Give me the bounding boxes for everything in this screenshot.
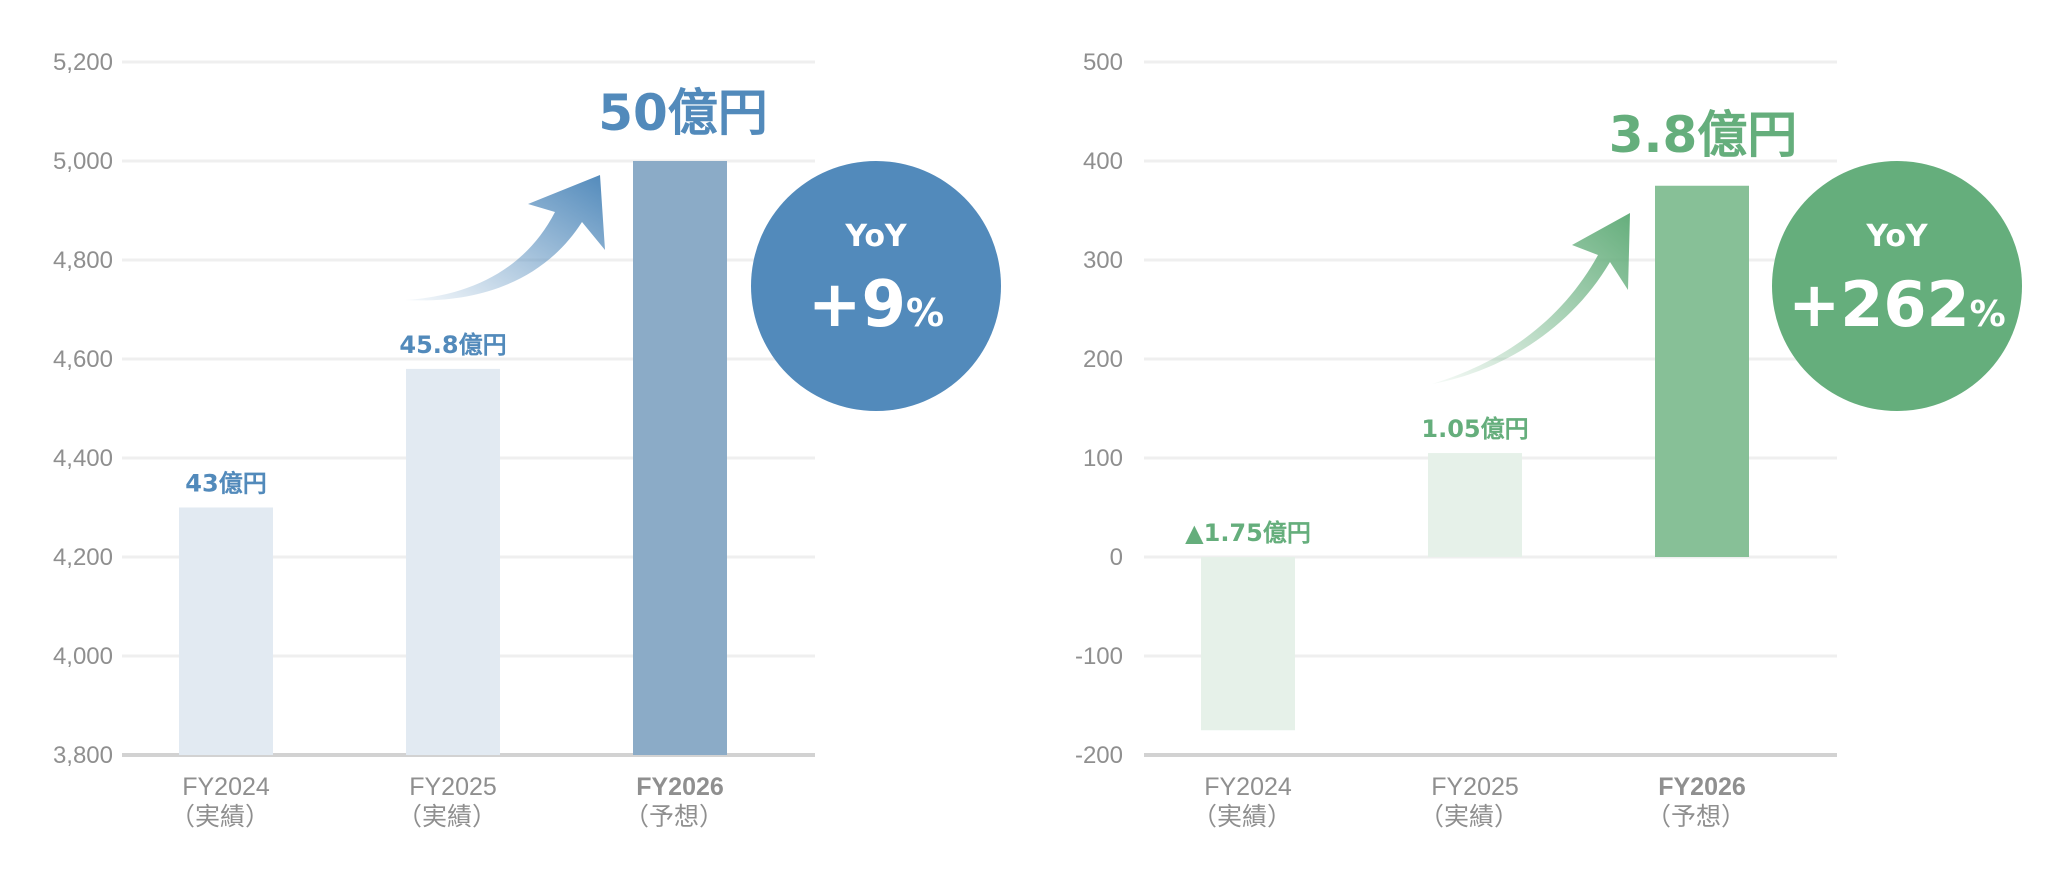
profit-x-tick-sublabel: （実績） xyxy=(1192,803,1292,831)
revenue-y-tick-label: 4,600 xyxy=(53,346,113,373)
revenue-y-tick-label: 5,200 xyxy=(53,49,113,76)
profit-x-tick-label: FY2025 xyxy=(1431,773,1519,801)
profit-y-tick-label: -200 xyxy=(1075,742,1123,769)
revenue-yoy-circle xyxy=(751,161,1001,411)
profit-y-tick-label: 0 xyxy=(1110,544,1123,571)
profit-yoy-value: +262% xyxy=(1788,268,2005,341)
profit-forecast-headline: 3.8億円 xyxy=(1609,106,1798,164)
profit-yoy-circle xyxy=(1772,161,2022,411)
profit-y-tick-label: -100 xyxy=(1075,643,1123,670)
profit-y-tick-label: 200 xyxy=(1083,346,1123,373)
profit-y-tick-label: 300 xyxy=(1083,247,1123,274)
revenue-y-tick-label: 4,800 xyxy=(53,247,113,274)
revenue-growth-arrow-icon xyxy=(405,175,605,301)
profit-x-tick-label: FY2026 xyxy=(1658,773,1746,801)
revenue-y-tick-label: 5,000 xyxy=(53,148,113,175)
profit-bar-fy2026 xyxy=(1655,185,1749,557)
revenue-x-tick-label: FY2026 xyxy=(636,773,724,801)
profit-bar-fy2024 xyxy=(1201,557,1295,731)
profit-bar-fy2025 xyxy=(1428,453,1522,557)
profit-bar-chart: -200-1000100200300400500▲1.75億円FY2024（実績… xyxy=(1075,49,2022,831)
revenue-y-tick-label: 4,000 xyxy=(53,643,113,670)
revenue-x-tick-label: FY2025 xyxy=(409,773,497,801)
profit-y-tick-label: 100 xyxy=(1083,445,1123,472)
profit-data-label: ▲1.75億円 xyxy=(1185,519,1311,547)
revenue-bar-chart: 3,800 4,000 4,200 4,400 4,600 4,800 5,000 5,200… xyxy=(53,49,1001,831)
revenue-x-tick-sublabel: （実績） xyxy=(397,803,497,831)
revenue-bar-fy2025 xyxy=(406,368,500,755)
revenue-yoy-value: +9% xyxy=(808,268,944,342)
profit-x-tick-label: FY2024 xyxy=(1204,773,1292,801)
revenue-bar-fy2026 xyxy=(633,161,727,755)
revenue-data-label: 45.8億円 xyxy=(399,331,506,359)
revenue-yoy-badge: YoY +9% xyxy=(751,161,1001,411)
profit-data-label: 1.05億円 xyxy=(1421,415,1528,443)
revenue-bar-fy2024 xyxy=(179,507,273,755)
revenue-y-tick-label: 3,800 xyxy=(53,742,113,769)
profit-x-tick-sublabel: （予想） xyxy=(1646,803,1746,831)
revenue-x-tick-sublabel: （実績） xyxy=(170,803,270,831)
revenue-x-tick-label: FY2024 xyxy=(182,773,270,801)
revenue-forecast-headline: 50億円 xyxy=(598,84,768,142)
revenue-y-tick-label: 4,400 xyxy=(53,445,113,472)
profit-yoy-label: YoY xyxy=(1865,219,1929,254)
revenue-data-label: 43億円 xyxy=(185,470,266,498)
profit-x-tick-sublabel: （実績） xyxy=(1419,803,1519,831)
revenue-chart-panel: 3,800 4,000 4,200 4,400 4,600 4,800 5,000 5,200… xyxy=(0,0,1020,870)
profit-y-tick-label: 500 xyxy=(1083,49,1123,76)
revenue-x-tick-sublabel: （予想） xyxy=(624,803,724,831)
revenue-yoy-label: YoY xyxy=(844,219,908,254)
profit-y-tick-label: 400 xyxy=(1083,148,1123,175)
profit-chart-panel: -200 -100 0 100 200 300 400 500 ▲1.75億円 FY2024 （実績… xyxy=(1020,0,2050,870)
profit-growth-arrow-icon xyxy=(1432,213,1630,384)
profit-yoy-badge: YoY +262% xyxy=(1772,161,2022,411)
revenue-y-tick-label: 4,200 xyxy=(53,544,113,571)
